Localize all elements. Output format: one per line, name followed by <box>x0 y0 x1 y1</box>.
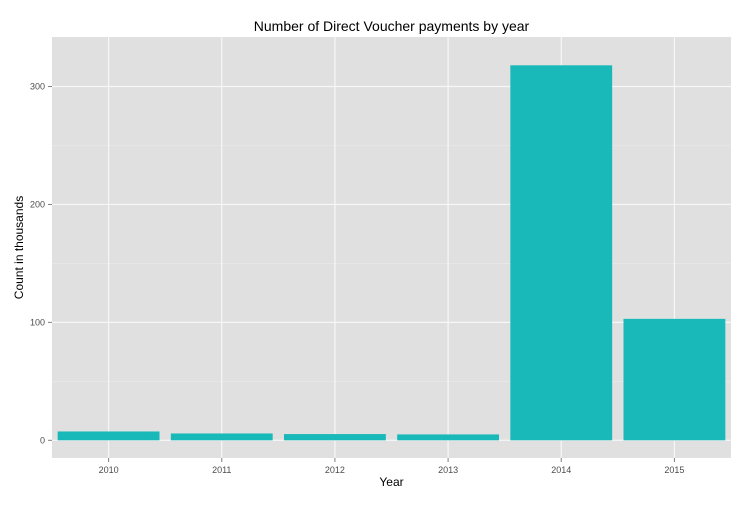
bar-2014 <box>510 65 613 441</box>
x-axis-title: Year <box>379 475 403 489</box>
x-tick-label: 2011 <box>212 465 231 475</box>
y-tick-label: 300 <box>30 82 45 92</box>
bar-2013 <box>397 434 500 441</box>
bar-2012 <box>283 434 386 441</box>
y-tick-label: 100 <box>30 318 45 328</box>
bars <box>57 65 726 441</box>
x-axis: 2010 2011 2012 2013 2014 2015 <box>99 458 684 475</box>
x-tick-label: 2013 <box>438 465 458 475</box>
y-axis-title: Count in thousands <box>12 196 26 299</box>
x-tick-label: 2014 <box>551 465 571 475</box>
bar-2011 <box>170 433 273 441</box>
plot-panel <box>52 37 731 458</box>
y-tick-label: 0 <box>40 436 45 446</box>
x-tick-label: 2015 <box>664 465 684 475</box>
chart-title: Number of Direct Voucher payments by yea… <box>254 18 530 34</box>
gridlines <box>52 37 731 458</box>
x-tick-label: 2010 <box>99 465 119 475</box>
bar-2010 <box>57 431 160 441</box>
bar-2015 <box>623 318 726 441</box>
x-tick-label: 2012 <box>325 465 345 475</box>
y-tick-label: 200 <box>30 200 45 210</box>
y-axis: 0 100 200 300 <box>30 82 52 446</box>
